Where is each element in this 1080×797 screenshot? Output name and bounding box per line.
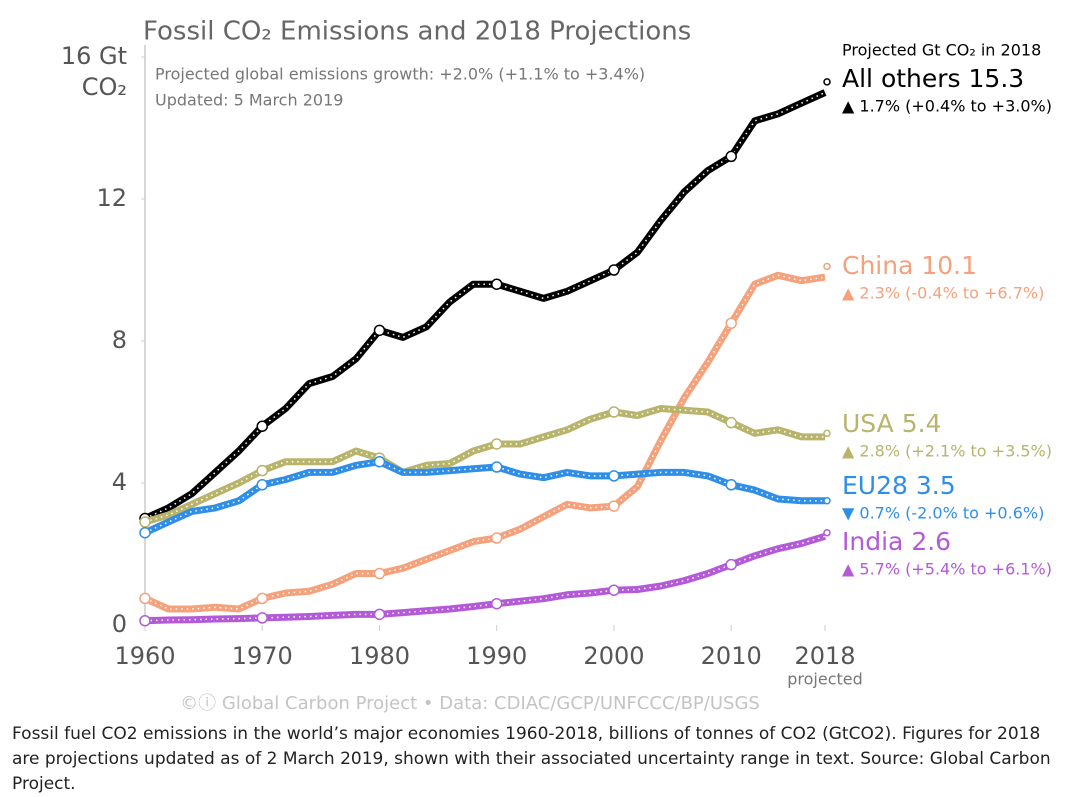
- projection-point: [823, 528, 831, 537]
- series-name: USA: [842, 409, 894, 438]
- chart: Fossil CO₂ Emissions and 2018 Projection…: [61, 17, 1052, 715]
- decade-point: [373, 567, 386, 580]
- projection-label: 10.1: [921, 251, 977, 280]
- series-line: [143, 89, 827, 522]
- decade-point: [256, 592, 268, 605]
- decade-point: [373, 455, 386, 468]
- decade-point: [608, 264, 620, 276]
- projection-label: 5.4: [902, 409, 942, 438]
- growth-label: ▲ 1.7% (+0.4% to +3.0%): [842, 97, 1052, 116]
- y-tick-label: 16 Gt: [61, 42, 127, 70]
- projection-point: [823, 78, 831, 86]
- series-label: India 2.6: [842, 527, 951, 556]
- decade-point: [490, 532, 503, 544]
- decade-point: [490, 438, 503, 450]
- x-tick-label: 1980: [349, 642, 410, 670]
- decade-point: [373, 324, 386, 337]
- decade-point: [608, 584, 620, 596]
- x-note: projected: [787, 670, 863, 689]
- series-label: China 10.1: [842, 251, 977, 280]
- decade-point: [725, 558, 737, 571]
- caption: Fossil fuel CO2 emissions in the world’s…: [12, 724, 1051, 794]
- projection-label: 3.5: [916, 471, 956, 500]
- decade-point: [139, 592, 151, 605]
- series-name: EU28: [842, 471, 908, 500]
- series-label: All others 15.3: [842, 64, 1024, 93]
- growth-label: ▲ 5.7% (+5.4% to +6.1%): [842, 560, 1052, 579]
- series-name: China: [842, 251, 913, 280]
- projection-point: [823, 497, 831, 505]
- decade-point: [373, 608, 386, 621]
- decade-point: [490, 278, 503, 290]
- decade-point: [725, 150, 737, 163]
- x-tick-label: 2000: [583, 642, 644, 670]
- source: ©ⓘ Global Carbon Project • Data: CDIAC/G…: [180, 693, 760, 714]
- decade-point: [490, 461, 503, 473]
- y-tick-label: 4: [112, 468, 127, 496]
- series-label: EU28 3.5: [842, 471, 956, 500]
- decade-point: [725, 317, 737, 329]
- decade-point: [256, 420, 268, 432]
- decade-point: [725, 416, 737, 429]
- series-dots: [144, 91, 826, 520]
- decade-point: [490, 597, 503, 610]
- decade-point: [139, 516, 151, 528]
- y-tick-label: 8: [112, 326, 127, 354]
- y-tick-label: 0: [112, 610, 127, 638]
- growth-label: ▼ 0.7% (-2.0% to +0.6%): [842, 504, 1044, 523]
- x-tick-label: 2010: [701, 642, 762, 670]
- subtitle: Projected global emissions growth: +2.0%…: [155, 65, 645, 84]
- series-name: All others: [842, 64, 961, 93]
- projection-point: [823, 429, 831, 438]
- x-tick-label: 2018: [794, 642, 855, 670]
- decade-point: [608, 500, 620, 512]
- series-name: India: [842, 527, 903, 556]
- decade-point: [256, 479, 268, 491]
- x-tick-label: 1960: [114, 642, 175, 670]
- decade-point: [608, 406, 620, 418]
- decade-point: [608, 470, 620, 482]
- x-tick-label: 1990: [466, 642, 527, 670]
- decade-point: [256, 612, 268, 624]
- x-tick-label: 1970: [232, 642, 293, 670]
- projection-point: [823, 262, 831, 271]
- subtitle: Updated: 5 March 2019: [155, 91, 343, 110]
- growth-label: ▲ 2.8% (+2.1% to +3.5%): [842, 442, 1052, 461]
- series-line: [143, 458, 825, 536]
- projection-label: 2.6: [911, 527, 951, 556]
- chart-title: Fossil CO₂ Emissions and 2018 Projection…: [143, 17, 691, 47]
- growth-label: ▲ 2.3% (-0.4% to +6.7%): [842, 284, 1044, 303]
- y-tick-label: 12: [96, 184, 127, 212]
- legend-title: Projected Gt CO₂ in 2018: [842, 41, 1041, 60]
- decade-point: [256, 464, 268, 477]
- projection-label: 15.3: [969, 64, 1025, 93]
- decade-point: [139, 614, 151, 627]
- decade-point: [139, 526, 151, 539]
- decade-point: [725, 479, 737, 491]
- y-unit: CO₂: [82, 73, 127, 101]
- series-label: USA 5.4: [842, 409, 941, 438]
